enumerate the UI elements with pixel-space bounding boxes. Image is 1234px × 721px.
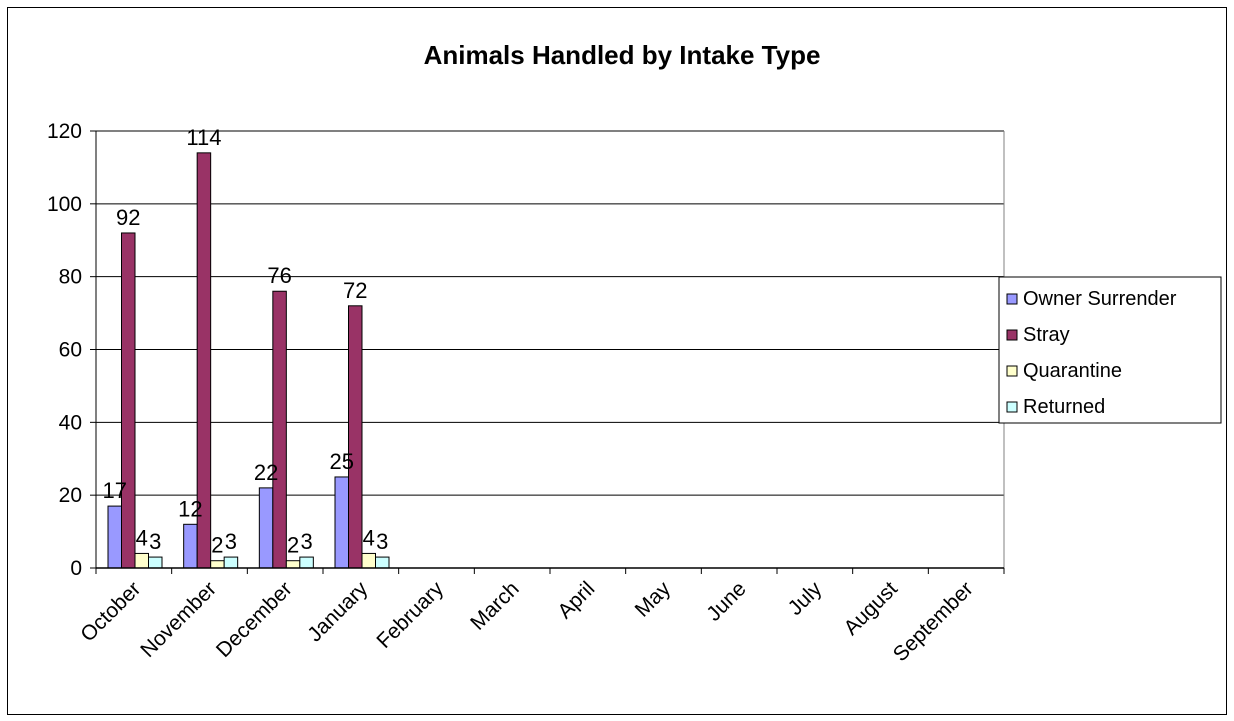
bar-returned: [148, 556, 163, 569]
data-label: 4: [136, 525, 148, 550]
y-tick-label: 80: [59, 266, 82, 289]
data-label: 25: [330, 449, 354, 474]
legend: Owner Surrender Stray Quarantine Returned: [998, 276, 1222, 424]
bar-returned: [375, 556, 390, 569]
x-tick-label: July: [784, 577, 827, 620]
y-tick-label: 100: [47, 193, 82, 216]
y-tick-label: 120: [47, 120, 82, 143]
data-label: 76: [267, 263, 291, 288]
bar-owner-surrender: [334, 476, 349, 569]
data-label: 2: [287, 533, 299, 558]
x-tick-label: September: [889, 577, 978, 666]
data-label: 3: [149, 529, 161, 554]
legend-label: Stray: [1023, 324, 1070, 346]
legend-swatch: [1006, 329, 1018, 341]
data-label: 3: [300, 529, 312, 554]
data-label: 17: [103, 478, 127, 503]
x-tick-label: March: [466, 577, 524, 635]
data-label: 12: [178, 496, 202, 521]
y-tick-label: 60: [59, 339, 82, 362]
bar-returned: [299, 556, 314, 569]
y-tick-label: 0: [70, 557, 82, 580]
bar-quarantine: [210, 560, 225, 569]
x-tick-label: April: [553, 577, 599, 623]
x-tick-label: June: [702, 577, 750, 625]
data-label: 2: [211, 533, 223, 558]
data-label: 114: [186, 125, 221, 150]
bar-owner-surrender: [258, 487, 274, 569]
legend-label: Owner Surrender: [1023, 288, 1177, 310]
bar-quarantine: [285, 560, 301, 569]
data-label: 72: [343, 278, 367, 303]
gridlines: [96, 130, 1004, 496]
x-tick-label: May: [631, 577, 676, 622]
x-tick-label: November: [136, 577, 221, 662]
data-label: 92: [116, 205, 140, 230]
data-label: 4: [363, 525, 375, 550]
bar-returned: [223, 556, 239, 569]
legend-swatch: [1006, 293, 1018, 305]
legend-swatch: [1006, 365, 1018, 377]
bar-stray: [121, 232, 136, 569]
y-tick-label: 20: [59, 484, 82, 507]
x-tick-label: January: [303, 577, 372, 646]
x-tick-label: February: [372, 577, 448, 653]
chart-title: Animals Handled by Intake Type: [424, 40, 821, 70]
bar-quarantine: [134, 552, 149, 569]
legend-box: [998, 276, 1222, 424]
data-label: 3: [376, 529, 388, 554]
bar-stray: [348, 305, 363, 569]
bar-owner-surrender: [107, 505, 122, 569]
x-tick-label: August: [840, 577, 903, 640]
bar-quarantine: [361, 552, 376, 569]
bar-owner-surrender: [183, 523, 198, 569]
legend-label: Quarantine: [1023, 360, 1122, 382]
data-label: 3: [225, 529, 237, 554]
legend-swatch: [1006, 401, 1018, 413]
x-tick-label: October: [76, 577, 145, 646]
y-tick-label: 40: [59, 411, 82, 434]
legend-label: Returned: [1023, 396, 1105, 418]
data-label: 22: [254, 460, 278, 485]
bar-stray: [272, 290, 287, 569]
bars: [107, 152, 390, 569]
x-tick-label: December: [212, 577, 297, 662]
